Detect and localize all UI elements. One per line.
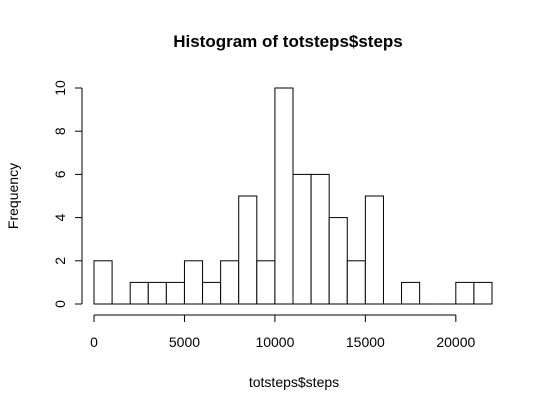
x-tick-label: 5000 xyxy=(169,334,200,350)
histogram-bar xyxy=(183,260,204,305)
y-tick-label: 6 xyxy=(52,170,68,178)
y-tick-label: 10 xyxy=(52,80,68,96)
chart-title: Histogram of totsteps$steps xyxy=(173,32,403,51)
y-tick-label: 2 xyxy=(52,257,68,265)
y-tick-label: 8 xyxy=(52,127,68,135)
y-tick-label: 4 xyxy=(52,213,68,221)
histogram-bar xyxy=(93,260,113,305)
y-tick-label: 0 xyxy=(52,300,68,308)
x-axis: 0 5000 10000 15000 20000 xyxy=(90,314,475,350)
histogram-bar xyxy=(310,173,330,305)
histogram-bar xyxy=(202,281,222,305)
histogram-bar xyxy=(165,281,185,305)
histogram-bar xyxy=(364,195,384,305)
bars-group xyxy=(93,87,493,305)
histogram-bar xyxy=(274,87,294,305)
x-tick-label: 20000 xyxy=(436,334,475,350)
histogram-bar xyxy=(256,260,276,305)
histogram-bar xyxy=(129,281,149,305)
y-axis-label: Frequency xyxy=(5,163,21,229)
histogram-bar xyxy=(328,217,348,305)
histogram-bar xyxy=(455,281,475,305)
y-axis: 0 2 4 6 8 10 xyxy=(52,80,83,308)
histogram-bar xyxy=(238,195,258,305)
x-tick-label: 15000 xyxy=(346,334,385,350)
histogram-bar xyxy=(147,281,167,305)
histogram-bar xyxy=(401,281,421,305)
x-tick-label: 0 xyxy=(90,334,98,350)
histogram-bar xyxy=(292,173,312,305)
histogram-bar xyxy=(473,281,493,305)
x-tick-label: 10000 xyxy=(255,334,294,350)
histogram-bar xyxy=(346,260,366,305)
x-axis-label: totsteps$steps xyxy=(249,374,339,390)
histogram-bar xyxy=(220,260,240,305)
